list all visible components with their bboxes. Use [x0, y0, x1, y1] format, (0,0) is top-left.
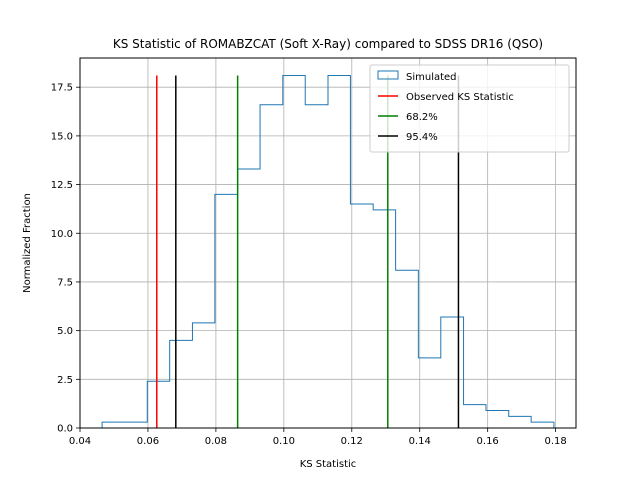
chart-title: KS Statistic of ROMABZCAT (Soft X-Ray) c… [113, 37, 543, 51]
histogram-simulated [101, 75, 555, 428]
histogram-step-outline [101, 75, 555, 428]
x-tick-label: 0.08 [205, 436, 227, 447]
x-tick-label: 0.04 [69, 436, 91, 447]
x-tick-label: 0.12 [341, 436, 363, 447]
y-tick-label: 2.5 [57, 375, 73, 386]
y-tick-label: 12.5 [51, 180, 73, 191]
y-tick-label: 17.5 [51, 83, 73, 94]
x-tick-label: 0.16 [477, 436, 499, 447]
y-tick-label: 7.5 [57, 277, 73, 288]
y-tick-label: 5.0 [57, 326, 73, 337]
legend-label: Observed KS Statistic [406, 92, 514, 103]
y-axis-ticks: 0.0 2.5 5.0 7.5 10.0 12.5 15.0 17.5 [51, 83, 80, 435]
x-axis-label: KS Statistic [300, 459, 357, 470]
plot-area-frame [79, 57, 577, 429]
legend-label: 95.4% [406, 132, 438, 143]
y-tick-label: 0.0 [57, 424, 73, 435]
legend-swatch-simulated [377, 70, 399, 80]
x-tick-label: 0.10 [273, 436, 295, 447]
legend: Simulated Observed KS Statistic 68.2% 95.4% [369, 64, 570, 153]
legend-label: 68.2% [406, 112, 438, 123]
x-tick-label: 0.18 [544, 436, 566, 447]
x-axis-ticks: 0.04 0.06 0.08 0.10 0.12 0.14 0.16 0.18 [69, 428, 567, 447]
x-tick-label: 0.06 [137, 436, 159, 447]
legend-box [369, 64, 570, 153]
y-axis-label: Normalized Fraction [22, 193, 33, 293]
x-tick-label: 0.14 [409, 436, 431, 447]
y-tick-label: 10.0 [51, 229, 73, 240]
legend-label: Simulated [406, 72, 457, 83]
y-tick-label: 15.0 [51, 131, 73, 142]
